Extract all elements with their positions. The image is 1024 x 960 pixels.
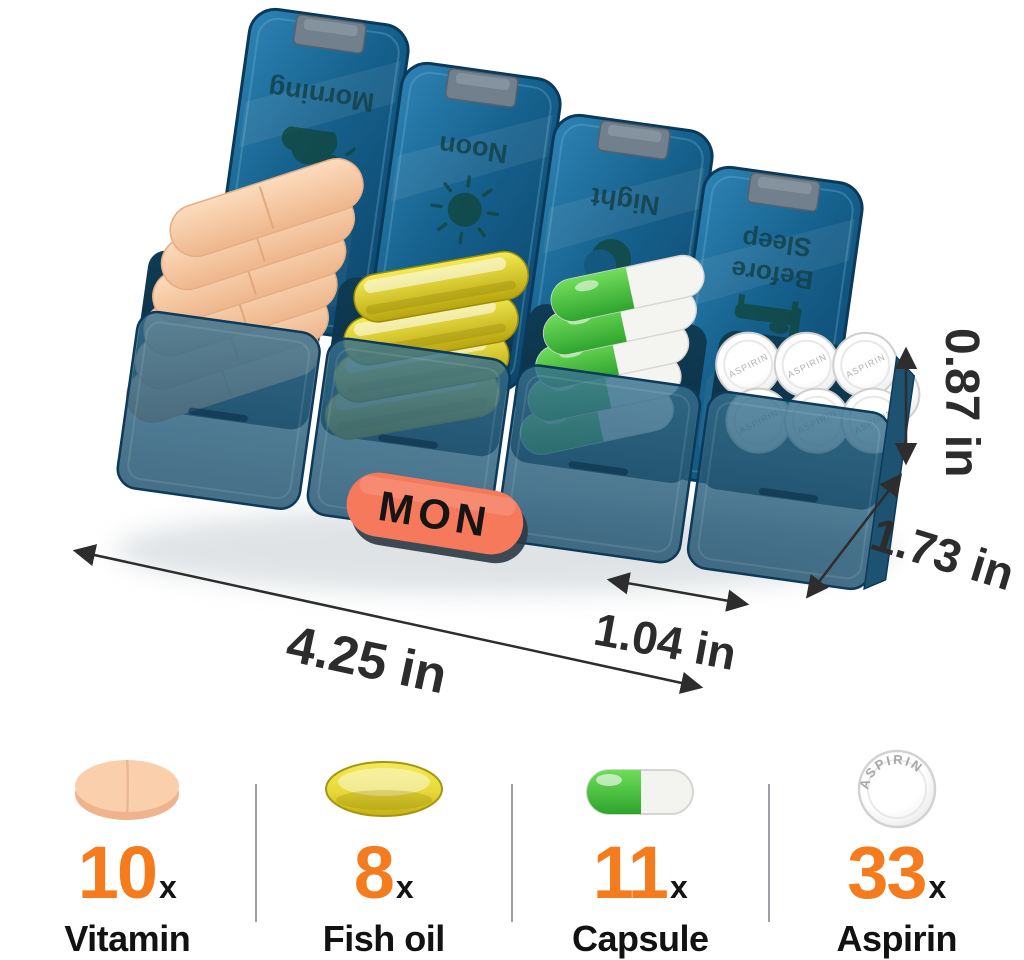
capsule-count-row: 11x [593,836,688,910]
fish-oil-count: 8 [354,831,393,914]
fish-oil-count-row: 8x [354,836,414,910]
legend-item-capsule: 11x Capsule [513,734,768,940]
legend-item-fish-oil: 8x Fish oil [257,734,512,940]
fish-oil-label: Fish oil [323,918,445,960]
vitamin-count-row: 10x [78,836,177,910]
product-infographic: Morning Noon [0,0,1024,940]
fish-oil-times: x [396,869,414,905]
vitamin-label: Vitamin [64,918,190,960]
capsule-times: x [670,869,688,905]
aspirin-count-row: 33x [847,836,946,910]
aspirin-times: x [929,869,947,905]
dimension-compartment-width: 1.04 in [590,580,746,680]
aspirin-label: Aspirin [836,918,957,960]
dimension-height-label: 0.87 in [935,328,988,477]
capsule-icon [565,742,715,832]
vitamin-count: 10 [78,831,156,914]
aspirin-count: 33 [847,831,925,914]
legend-item-aspirin: ASPIRIN 33x Aspirin [770,734,1024,940]
dimension-depth-label: 1.73 in [865,507,1020,600]
legend-item-vitamin: 10x Vitamin [0,734,255,940]
fish-oil-capsule-icon [309,742,459,832]
aspirin-tablet-icon: ASPIRIN [822,740,972,835]
pill-legend: 10x Vitamin 8x Fish oil [0,734,1024,940]
pill-organizer-scene: Morning Noon [0,0,1024,734]
capsule-count: 11 [593,831,667,914]
capsule-label: Capsule [572,918,709,960]
vitamin-tablet-icon [52,742,202,832]
vitamin-times: x [159,869,177,905]
